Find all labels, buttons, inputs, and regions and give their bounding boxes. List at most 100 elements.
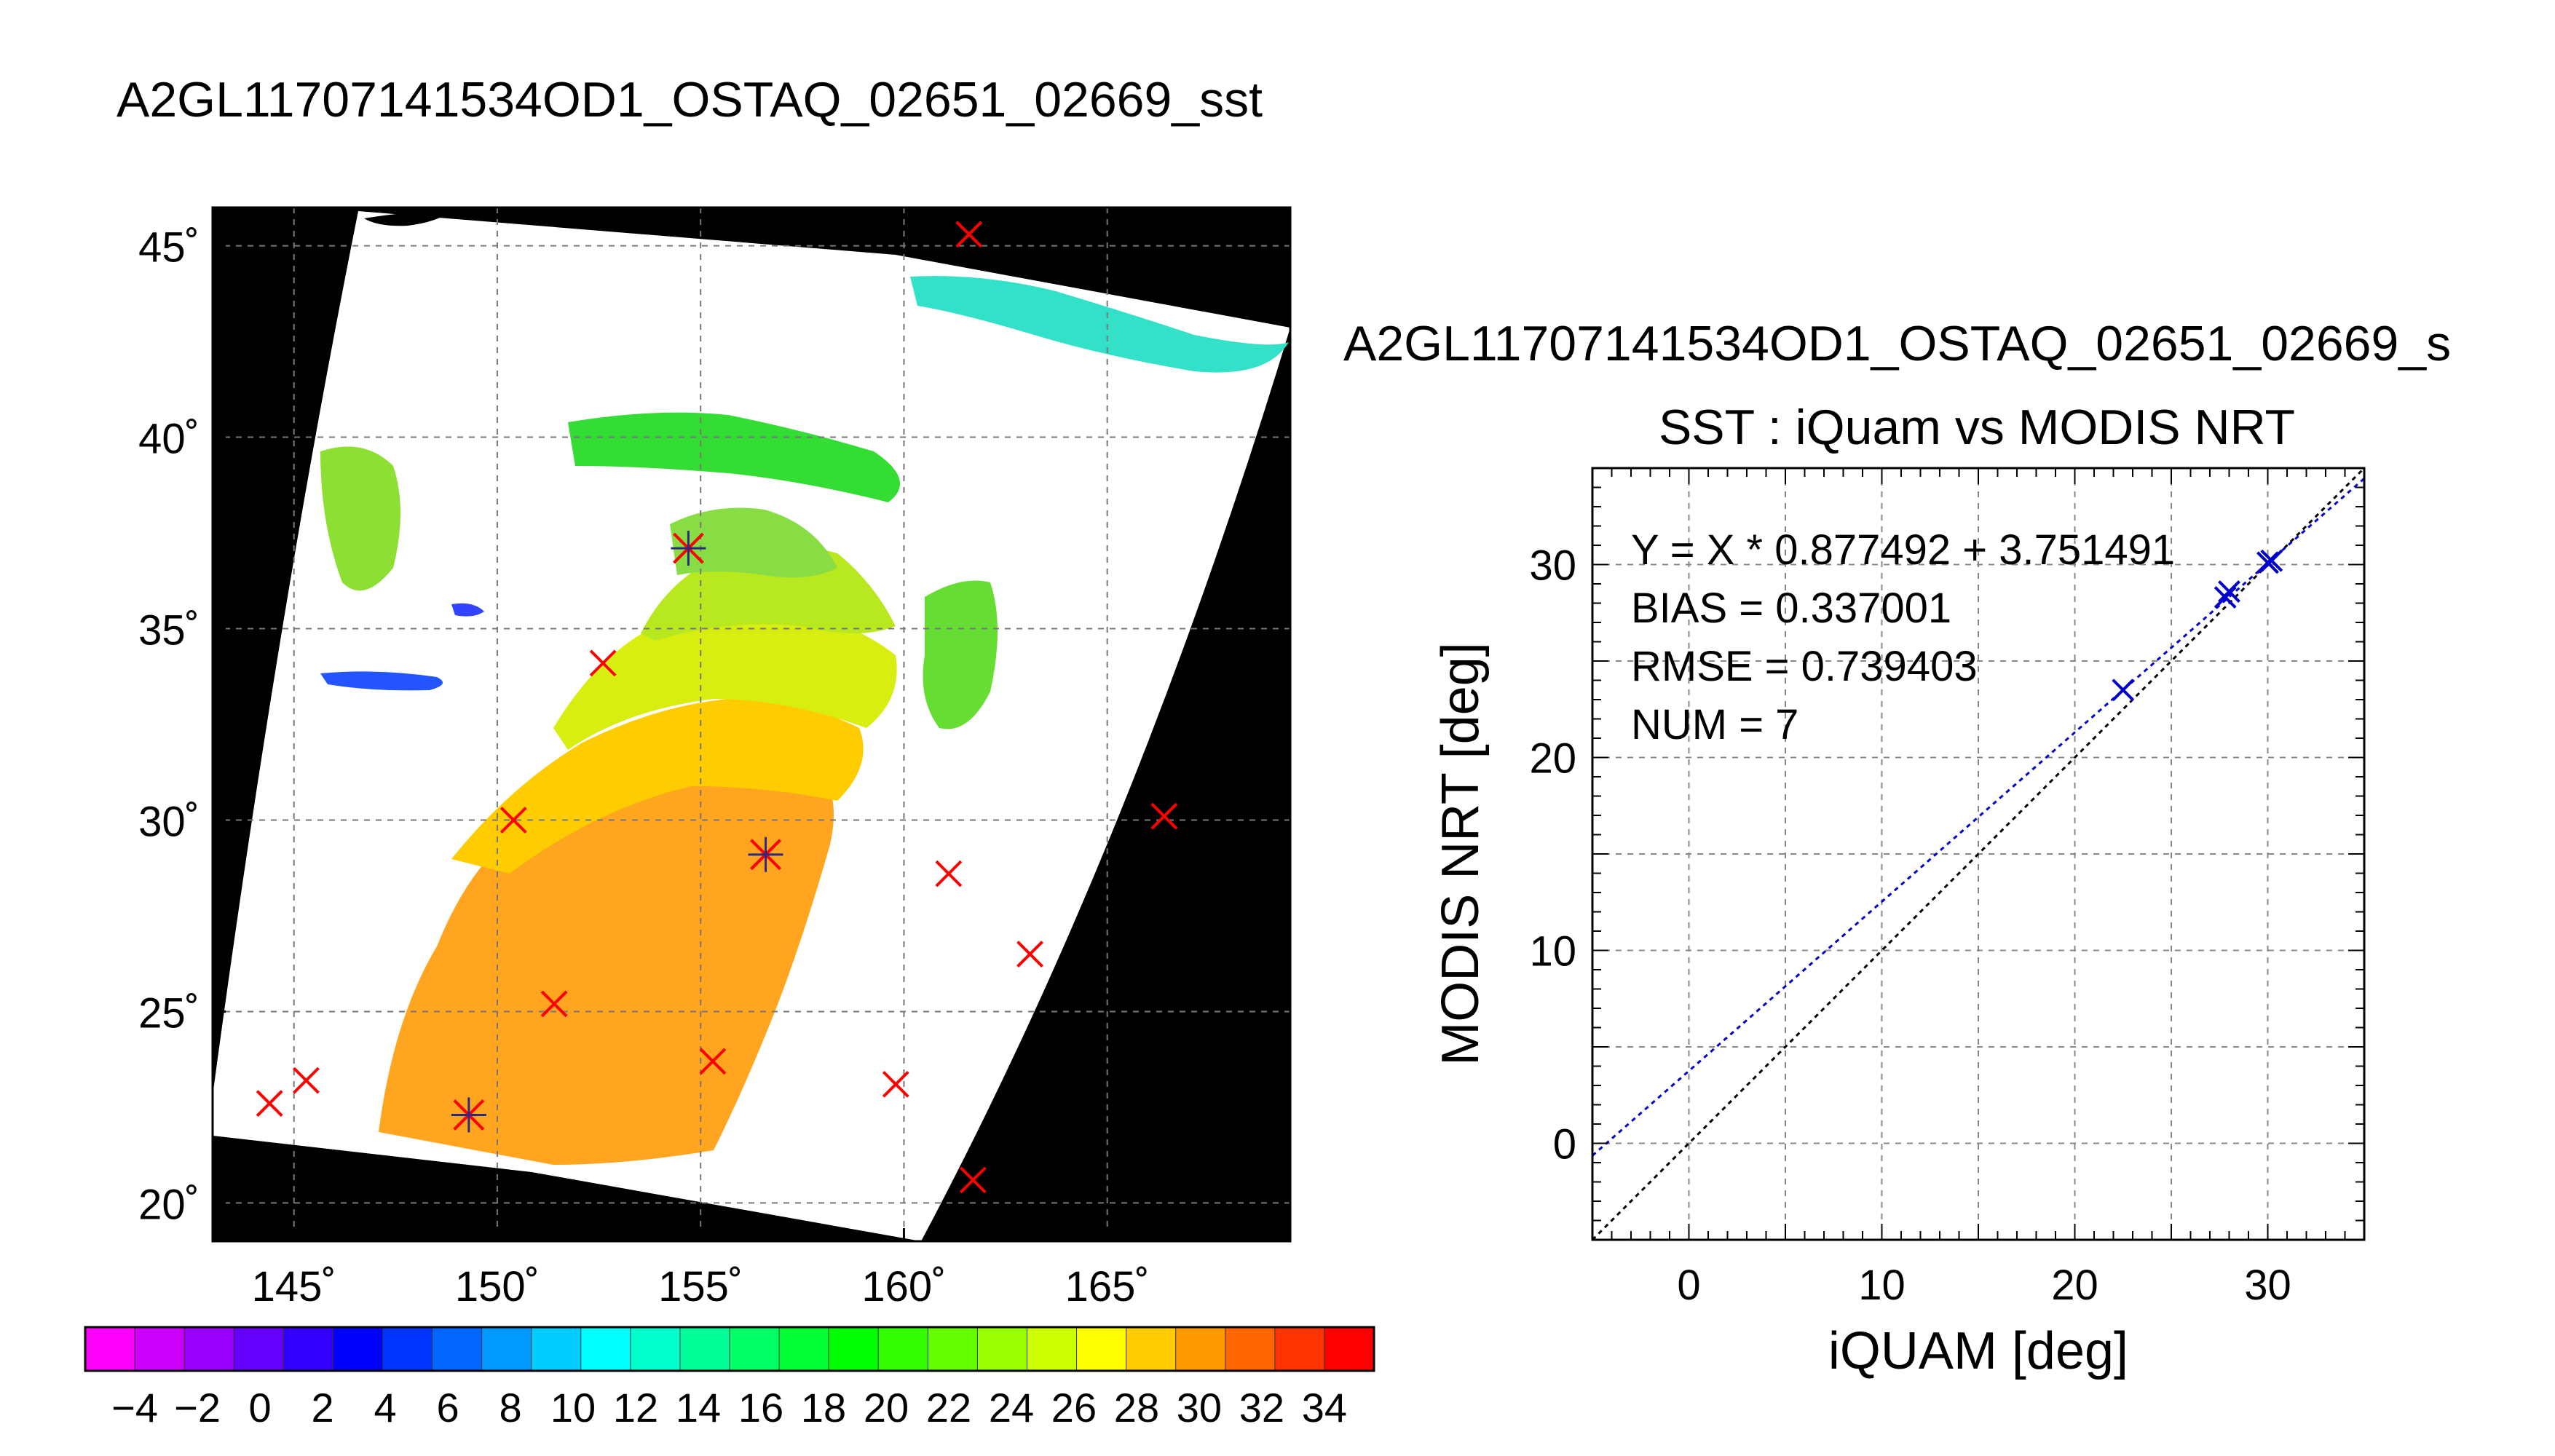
colorbar-label: −2 bbox=[174, 1385, 221, 1431]
colorbar-label: 32 bbox=[1239, 1385, 1284, 1431]
sst-map: 45˚ 40˚ 35˚ 30˚ 25˚ 20˚ 145˚ 150˚ 155˚ 160˚ 165˚ bbox=[138, 206, 1292, 1310]
colorbar-blocks bbox=[85, 1327, 1375, 1371]
colorbar-block bbox=[1126, 1327, 1177, 1371]
map-marker-x bbox=[699, 1048, 727, 1075]
y-axis-label: MODIS NRT [deg] bbox=[1431, 642, 1490, 1066]
scatter-point bbox=[2218, 580, 2240, 604]
colorbar-label: 2 bbox=[311, 1385, 333, 1431]
sst-region-28 bbox=[451, 699, 864, 874]
map-marker-x bbox=[1016, 941, 1043, 968]
colorbar-block bbox=[779, 1327, 829, 1371]
scatter-x-tick-label: 30 bbox=[2244, 1262, 2291, 1309]
sst-region-blue-small bbox=[451, 603, 484, 617]
colorbar-label: 22 bbox=[926, 1385, 971, 1431]
annotation-num: NUM = 7 bbox=[1631, 701, 1798, 748]
colorbar-block bbox=[1076, 1327, 1127, 1371]
map-gridlines bbox=[213, 207, 1290, 1241]
colorbar-block bbox=[878, 1327, 928, 1371]
colorbar-labels: −4 −2 0 2 4 6 8 10 12 14 16 18 20 22 24 26 28 30 32 34 bbox=[111, 1385, 1347, 1431]
map-title: A2GL11707141534OD1_OSTAQ_02651_02669_sst bbox=[117, 72, 1263, 127]
sst-region-26 bbox=[553, 609, 897, 750]
scatter-x-tick-label: 20 bbox=[2051, 1262, 2098, 1309]
colorbar-label: 4 bbox=[374, 1385, 396, 1431]
scatter-y-tick-label: 30 bbox=[1529, 542, 1576, 590]
colorbar-block bbox=[481, 1327, 532, 1371]
colorbar-label: 6 bbox=[436, 1385, 459, 1431]
scatter-minor-ticks bbox=[1592, 467, 2365, 1241]
colorbar-label: 14 bbox=[676, 1385, 721, 1431]
colorbar-block bbox=[1027, 1327, 1078, 1371]
map-lat-label: 30˚ bbox=[138, 798, 200, 845]
colorbar-block bbox=[1175, 1327, 1226, 1371]
scatter-point bbox=[2260, 549, 2283, 572]
map-marker-x bbox=[959, 1166, 987, 1194]
colorbar-label: 0 bbox=[248, 1385, 271, 1431]
annotation-bias: BIAS = 0.337001 bbox=[1631, 585, 1951, 632]
colorbar-label: 20 bbox=[864, 1385, 909, 1431]
map-marker-x bbox=[589, 649, 617, 677]
map-lat-label: 20˚ bbox=[138, 1181, 200, 1228]
map-frame bbox=[211, 206, 1292, 1243]
map-marker-x bbox=[955, 221, 983, 248]
colorbar-label: 10 bbox=[550, 1385, 596, 1431]
colorbar-block bbox=[928, 1327, 978, 1371]
colorbar-label: 12 bbox=[613, 1385, 658, 1431]
colorbar-frame bbox=[84, 1326, 1375, 1372]
sst-region-green-north bbox=[568, 412, 900, 502]
colorbar-block bbox=[382, 1327, 433, 1371]
map-marker-x bbox=[499, 807, 527, 834]
annotation-equation: Y = X * 0.877492 + 3.751491 bbox=[1631, 526, 2175, 574]
map-lat-label: 40˚ bbox=[138, 416, 200, 463]
scatter-subtitle: SST : iQuam vs MODIS NRT bbox=[1659, 400, 2295, 455]
map-lon-label: 150˚ bbox=[455, 1263, 540, 1310]
colorbar-block bbox=[283, 1327, 333, 1371]
map-markers bbox=[256, 221, 1178, 1194]
sst-region-green-east bbox=[923, 580, 998, 729]
scatter-point bbox=[2112, 678, 2135, 702]
map-marker-star bbox=[451, 1097, 486, 1133]
scatter-points bbox=[2112, 549, 2283, 702]
colorbar-label: 30 bbox=[1177, 1385, 1222, 1431]
map-marker-x bbox=[935, 860, 963, 887]
annotation-rmse: RMSE = 0.739403 bbox=[1631, 643, 1978, 690]
map-swath bbox=[213, 211, 1290, 1241]
colorbar-label: 26 bbox=[1051, 1385, 1097, 1431]
colorbar-block bbox=[135, 1327, 185, 1371]
scatter-gridlines bbox=[1592, 468, 2364, 1240]
colorbar-label: 24 bbox=[989, 1385, 1034, 1431]
colorbar-label: 8 bbox=[499, 1385, 521, 1431]
scatter-title: A2GL11707141534OD1_OSTAQ_02651_02669_s bbox=[1343, 316, 2451, 371]
colorbar-block bbox=[432, 1327, 483, 1371]
colorbar-block bbox=[580, 1327, 631, 1371]
scatter-x-tick-label: 10 bbox=[1858, 1262, 1906, 1309]
map-lon-label: 160˚ bbox=[861, 1263, 946, 1310]
map-lat-label: 45˚ bbox=[138, 224, 200, 272]
sst-region-22 bbox=[670, 507, 837, 578]
map-marker-star bbox=[748, 836, 783, 872]
colorbar-label: 28 bbox=[1114, 1385, 1159, 1431]
colorbar: −4 −2 0 2 4 6 8 10 12 14 16 18 20 22 24 26 28 30 32 34 bbox=[84, 1326, 1375, 1431]
scatter-tick-labels: 0 10 20 30 0 10 20 30 bbox=[1529, 542, 2291, 1310]
map-lon-label: 155˚ bbox=[658, 1263, 743, 1310]
map-marker-x bbox=[1150, 802, 1178, 830]
scatter-x-tick-label: 0 bbox=[1677, 1262, 1700, 1309]
map-marker-x bbox=[293, 1067, 320, 1094]
colorbar-block bbox=[531, 1327, 582, 1371]
colorbar-block bbox=[333, 1327, 383, 1371]
colorbar-block bbox=[829, 1327, 879, 1371]
map-marker-x bbox=[540, 990, 568, 1018]
colorbar-block bbox=[1324, 1327, 1375, 1371]
colorbar-label: 18 bbox=[801, 1385, 846, 1431]
sst-region-cyan bbox=[910, 276, 1289, 373]
colorbar-label: 34 bbox=[1302, 1385, 1347, 1431]
colorbar-block bbox=[1225, 1327, 1276, 1371]
x-axis-label: iQUAM [deg] bbox=[1828, 1322, 2128, 1380]
colorbar-block bbox=[630, 1327, 681, 1371]
scatter-y-tick-label: 20 bbox=[1529, 735, 1576, 783]
map-marker-x bbox=[256, 1090, 283, 1117]
scatter-y-tick-label: 0 bbox=[1553, 1121, 1576, 1168]
sst-region-blue bbox=[320, 671, 443, 691]
colorbar-label: −4 bbox=[111, 1385, 158, 1431]
map-lat-label: 35˚ bbox=[138, 607, 200, 654]
